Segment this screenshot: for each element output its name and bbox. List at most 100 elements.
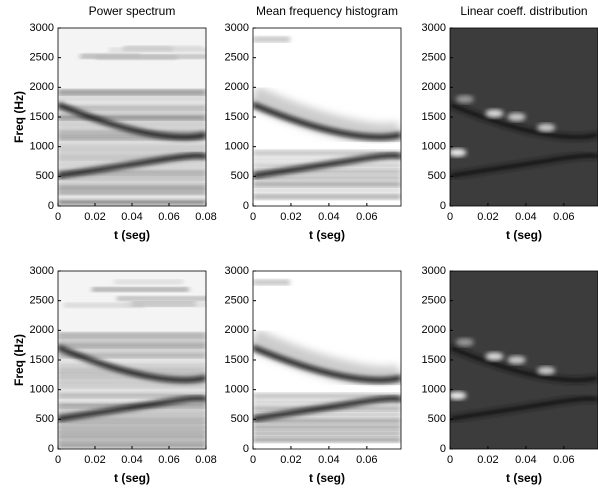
spectrum-band xyxy=(58,347,206,353)
y-axis-label: Freq (Hz) xyxy=(12,334,26,386)
x-axis-label: t (seg) xyxy=(506,471,542,485)
y-tick-label: 3000 xyxy=(225,265,249,277)
spectrogram xyxy=(253,28,401,206)
spectrum-band xyxy=(91,287,189,292)
y-tick-label: 2500 xyxy=(30,295,54,307)
spectrum-curve xyxy=(450,396,598,422)
panel-title: Linear coeff. distribution xyxy=(460,4,587,18)
spectrum-band xyxy=(58,397,206,403)
spectrum-curve xyxy=(253,396,401,422)
spectrum-band xyxy=(253,412,401,418)
spectrum-band xyxy=(122,46,173,51)
spectrum-band xyxy=(58,352,206,358)
y-tick-label: 3000 xyxy=(422,22,446,34)
y-tick-label: 500 xyxy=(428,170,446,182)
spectrum-curve xyxy=(253,345,401,383)
y-tick-label: 1500 xyxy=(422,111,446,123)
spectrum-band xyxy=(58,119,206,125)
x-axis-label: t (seg) xyxy=(309,228,345,242)
panel: 0 0.02 0.04 0.06 0.08 0 500 1000 1500 2000 2500 300… xyxy=(12,265,217,485)
spectrum-band xyxy=(58,199,206,205)
spectrum-band xyxy=(58,407,206,413)
y-tick-label: 2000 xyxy=(30,81,54,93)
spectrum-band xyxy=(58,337,206,343)
y-tick-label: 2000 xyxy=(30,324,54,336)
spectrum-band xyxy=(114,279,184,284)
y-tick-label: 500 xyxy=(231,413,249,425)
spectrum-band xyxy=(58,412,206,418)
y-tick-label: 1500 xyxy=(422,354,446,366)
spectrum-curve xyxy=(253,153,401,179)
spectrum-band xyxy=(58,194,206,200)
spectrum-band xyxy=(58,109,206,115)
spectrum-band xyxy=(58,387,206,393)
x-tick-label: 0.02 xyxy=(84,211,105,223)
spectrum-band xyxy=(253,437,401,443)
spectrogram xyxy=(253,271,401,449)
y-tick-label: 2000 xyxy=(422,81,446,93)
spectrum-band xyxy=(58,332,206,338)
x-axis-label: t (seg) xyxy=(506,228,542,242)
spectrum-band xyxy=(95,55,178,60)
spectrum-band xyxy=(123,302,206,307)
y-tick-label: 3000 xyxy=(30,22,54,34)
x-tick-label: 0.04 xyxy=(318,454,339,466)
spectrum-band xyxy=(63,303,145,308)
y-tick-label: 3000 xyxy=(422,265,446,277)
x-tick-label: 0 xyxy=(55,211,61,223)
spectrum-blob xyxy=(507,113,526,121)
spectrum-band xyxy=(58,392,206,398)
spectrum-blob xyxy=(485,109,504,118)
spectrum-curve xyxy=(58,396,206,422)
x-axis-label: t (seg) xyxy=(114,471,150,485)
x-tick-label: 0.06 xyxy=(158,211,179,223)
spectrum-band xyxy=(58,427,206,433)
spectrum-blob xyxy=(507,356,526,364)
y-tick-label: 2000 xyxy=(225,81,249,93)
spectrum-band xyxy=(253,181,401,187)
spectrum-band xyxy=(58,382,206,388)
spectrum-band xyxy=(253,36,290,42)
spectrum-band xyxy=(253,156,401,162)
x-tick-label: 0 xyxy=(250,211,256,223)
panel: 0 0.02 0.04 0.06 0.08 0 500 1000 1500 2000 2500 300… xyxy=(12,4,217,242)
y-tick-label: 500 xyxy=(36,413,54,425)
spectrum-curve xyxy=(253,102,401,140)
x-tick-label: 0.02 xyxy=(280,211,301,223)
spectrum-band xyxy=(116,296,206,301)
spectrum-band xyxy=(253,424,401,430)
spectrum-band xyxy=(58,94,206,100)
x-tick-label: 0.02 xyxy=(84,454,105,466)
spectrum-band xyxy=(58,189,206,195)
x-tick-label: 0.08 xyxy=(195,454,216,466)
x-tick-label: 0.04 xyxy=(121,211,142,223)
spectrum-band xyxy=(58,99,206,105)
y-tick-label: 2000 xyxy=(225,324,249,336)
spectrum-band xyxy=(253,399,401,405)
x-tick-label: 0.04 xyxy=(515,211,536,223)
panel: 0 0.02 0.04 0.06 0 500 1000 1500 2000 2500 3000 t (… xyxy=(422,4,598,242)
x-tick-label: 0.06 xyxy=(553,211,574,223)
x-tick-label: 0 xyxy=(447,454,453,466)
spectrum-band xyxy=(58,362,206,368)
spectrum-blob xyxy=(455,338,474,347)
y-tick-label: 0 xyxy=(440,443,446,455)
spectrum-band xyxy=(253,430,401,436)
x-axis-label: t (seg) xyxy=(114,228,150,242)
spectrum-band xyxy=(58,432,206,438)
spectrum-blob xyxy=(537,123,556,132)
spectrum-band xyxy=(58,357,206,363)
y-tick-label: 1000 xyxy=(422,384,446,396)
spectrum-band xyxy=(253,418,401,424)
x-tick-label: 0.02 xyxy=(477,454,498,466)
spectrogram xyxy=(450,271,598,449)
y-tick-label: 0 xyxy=(243,443,249,455)
spectrum-band xyxy=(58,144,206,150)
spectrum-band xyxy=(253,169,401,175)
spectrum-band xyxy=(58,377,206,383)
y-tick-label: 1000 xyxy=(225,141,249,153)
spectrum-band xyxy=(58,154,206,160)
spectrum-band xyxy=(253,279,290,285)
spectrum-band xyxy=(58,149,206,155)
